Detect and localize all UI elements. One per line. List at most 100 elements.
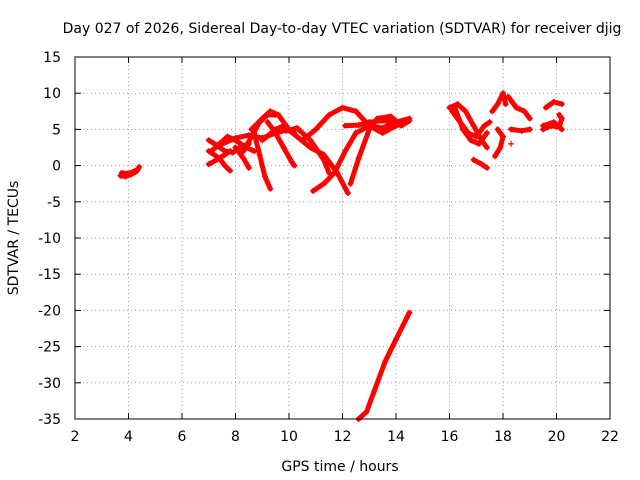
data-point — [227, 167, 234, 174]
data-point — [326, 111, 333, 118]
data-point — [272, 130, 279, 137]
data-point — [379, 130, 386, 137]
data-point — [513, 104, 520, 111]
data-point — [518, 127, 525, 134]
data-point — [221, 151, 228, 158]
data-point — [374, 115, 381, 122]
data-point — [470, 122, 477, 129]
data-point — [393, 336, 399, 343]
data-point — [489, 108, 496, 115]
data-point — [221, 162, 228, 169]
data-point — [454, 101, 461, 108]
data-point — [398, 122, 405, 129]
data-point — [245, 164, 252, 171]
data-point — [240, 155, 247, 162]
series-trace — [489, 90, 509, 114]
x-axis-label: GPS time / hours — [281, 459, 398, 475]
y-tick-label: 0 — [52, 159, 61, 175]
data-point — [558, 115, 565, 122]
x-tick-label: 22 — [601, 429, 619, 445]
data-point — [521, 108, 528, 115]
data-point — [344, 190, 351, 197]
data-point — [382, 358, 389, 365]
data-point — [310, 187, 317, 194]
x-tick-label: 18 — [494, 429, 512, 445]
data-point — [232, 144, 239, 151]
data-point — [219, 140, 226, 147]
data-point — [259, 137, 266, 144]
data-point — [288, 158, 295, 165]
data-point — [124, 170, 131, 177]
y-tick-label: 10 — [43, 86, 61, 102]
x-tick-label: 14 — [387, 429, 405, 445]
data-point — [483, 164, 490, 171]
data-point — [558, 126, 565, 133]
data-point — [550, 98, 557, 105]
series-track-25 — [489, 90, 509, 115]
y-tick-label: -20 — [38, 303, 61, 319]
data-point — [259, 115, 266, 122]
data-point — [227, 148, 234, 155]
series-track-31 — [542, 98, 565, 111]
data-point — [558, 101, 565, 108]
series-trace — [206, 148, 233, 174]
data-point — [387, 113, 394, 120]
series-track-26 — [491, 126, 506, 160]
data-point — [339, 104, 346, 111]
x-tick-label: 16 — [441, 429, 459, 445]
series-track-27 — [505, 93, 533, 122]
plot-frame — [74, 56, 611, 420]
data-point — [118, 169, 125, 176]
data-point — [205, 137, 212, 144]
x-tick-label: 8 — [231, 429, 240, 445]
data-point — [540, 122, 547, 129]
data-point — [470, 156, 477, 163]
data-point — [467, 137, 474, 144]
y-tick-label: -15 — [38, 267, 61, 283]
data-point — [320, 156, 327, 163]
data-point — [342, 148, 349, 155]
data-point — [494, 101, 501, 108]
data-point — [502, 101, 509, 108]
x-tick-label: 6 — [178, 429, 187, 445]
data-point — [320, 180, 327, 187]
data-point — [347, 180, 354, 187]
series-track-32 — [508, 140, 515, 147]
x-tick-label: 10 — [280, 429, 298, 445]
data-point — [264, 119, 271, 126]
grid — [75, 57, 610, 419]
x-tick-label: 12 — [334, 429, 352, 445]
x-tick-label: 4 — [124, 429, 133, 445]
chart-title: Day 027 of 2026, Sidereal Day-to-day VTE… — [63, 21, 622, 37]
x-tick-label: 2 — [71, 429, 80, 445]
data-point — [483, 130, 490, 137]
series-track-28 — [508, 126, 533, 134]
series-track-10 — [251, 130, 274, 192]
data-point — [486, 119, 493, 126]
y-tick-label: 15 — [43, 50, 61, 66]
data-point — [500, 90, 506, 97]
data-point — [280, 144, 287, 151]
data-point — [261, 173, 268, 180]
data-point — [379, 124, 386, 131]
data-point — [355, 155, 362, 162]
axis-ticks: 2 4 6 8 10 12 14 16 18 20 22 15 10 5 0 -5 -10 -15 -20 -25 -3… — [38, 50, 619, 445]
data-point — [232, 135, 239, 142]
data-point — [129, 169, 136, 176]
data-point — [526, 115, 533, 122]
y-axis-label: SDTVAR / TECUs — [6, 181, 22, 296]
data-point — [208, 148, 215, 155]
data-point — [291, 162, 298, 169]
data-point — [280, 122, 287, 129]
data-point — [500, 133, 506, 140]
data-point — [505, 93, 512, 100]
data-point — [307, 137, 314, 144]
data-point — [251, 130, 258, 137]
series-track-11 — [248, 108, 290, 133]
data-point — [550, 119, 557, 126]
series-track-13 — [264, 119, 298, 169]
data-point — [294, 133, 301, 140]
data-point — [491, 153, 498, 160]
